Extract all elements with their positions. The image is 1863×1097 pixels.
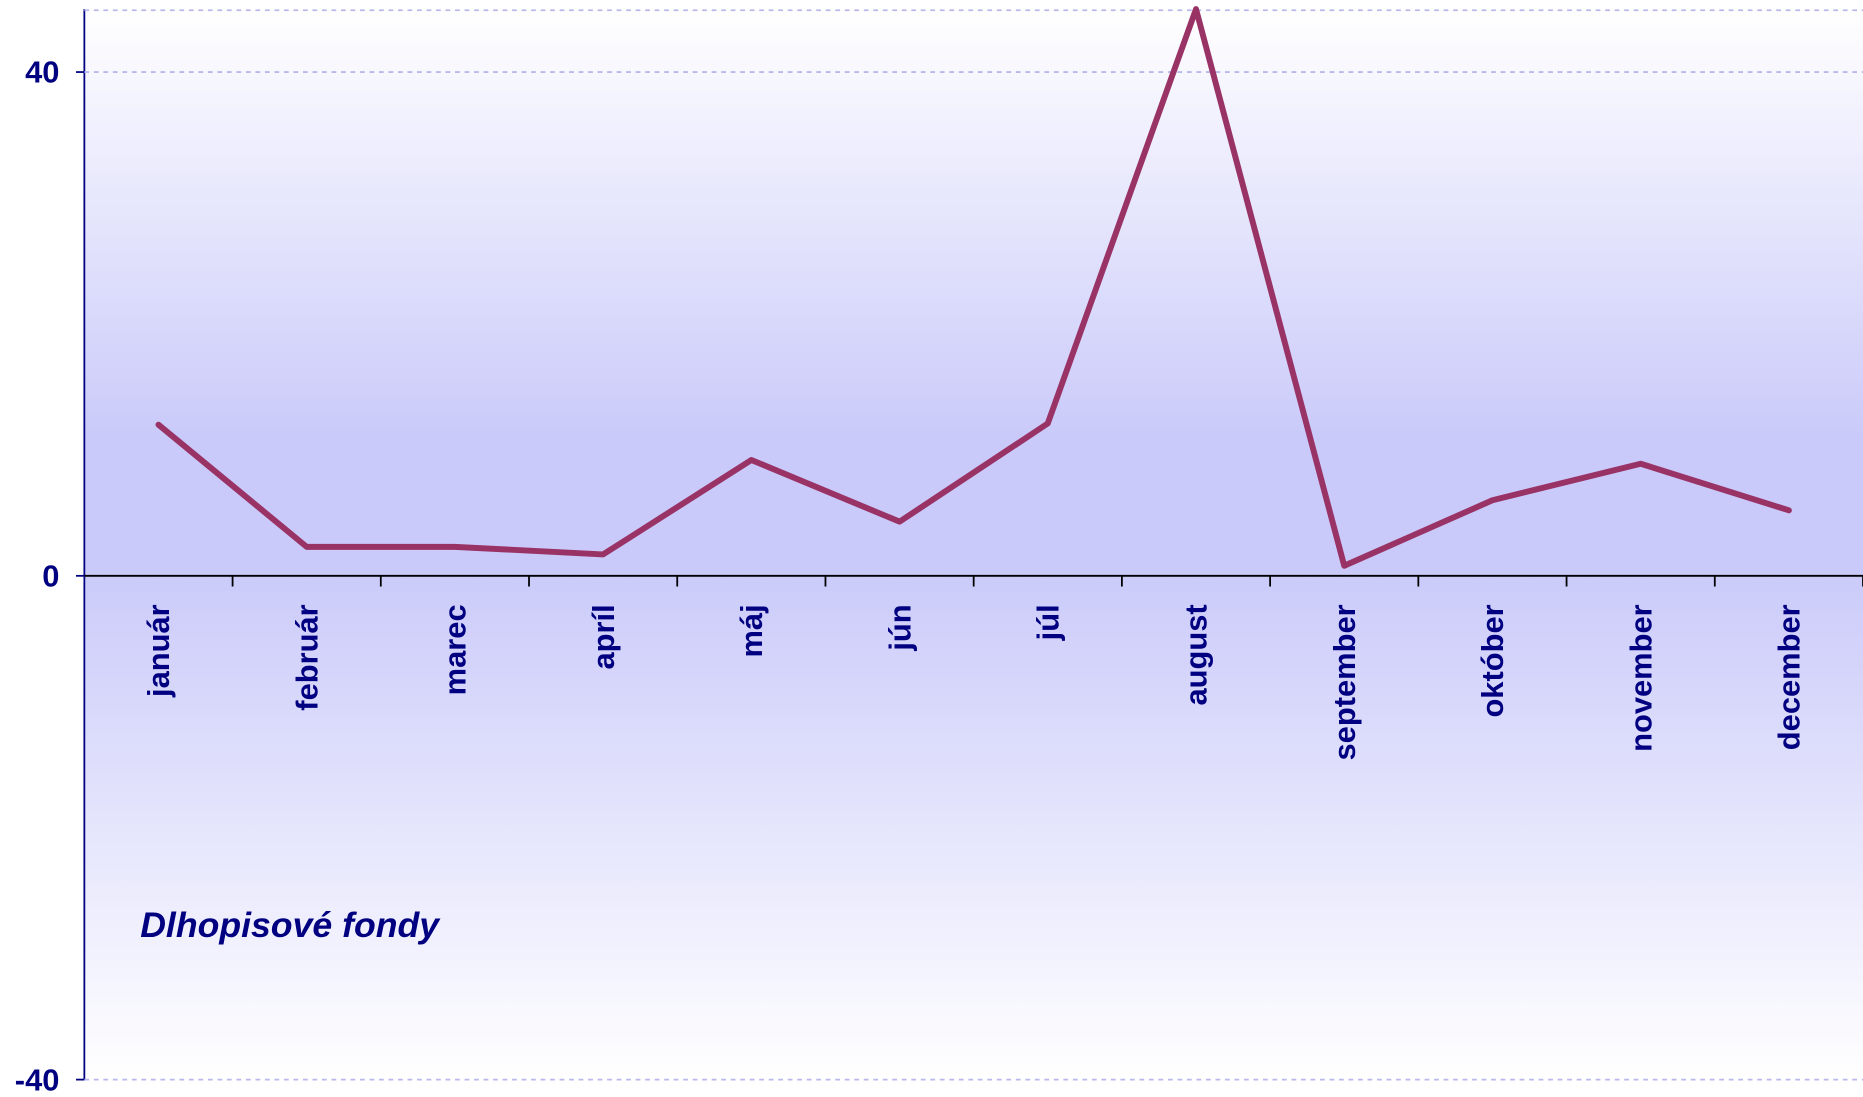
y-tick-label: 0 bbox=[42, 559, 59, 594]
x-tick-label: január bbox=[141, 604, 176, 698]
y-tick-label: -40 bbox=[15, 1062, 60, 1097]
x-tick-label: november bbox=[1623, 604, 1658, 752]
x-tick-label: december bbox=[1772, 604, 1807, 750]
x-tick-label: máj bbox=[734, 604, 769, 657]
x-tick-label: august bbox=[1179, 604, 1214, 705]
y-tick-label: 40 bbox=[25, 55, 59, 90]
annotation: Dlhopisové fondy bbox=[140, 905, 441, 945]
x-tick-label: október bbox=[1475, 604, 1510, 717]
x-tick-label: jún bbox=[882, 604, 917, 651]
x-tick-label: september bbox=[1327, 604, 1362, 760]
x-tick-label: júl bbox=[1030, 604, 1065, 641]
x-tick-label: február bbox=[289, 604, 324, 710]
x-tick-label: apríl bbox=[586, 604, 621, 669]
x-tick-label: marec bbox=[438, 604, 473, 695]
line-series bbox=[155, 6, 1792, 569]
